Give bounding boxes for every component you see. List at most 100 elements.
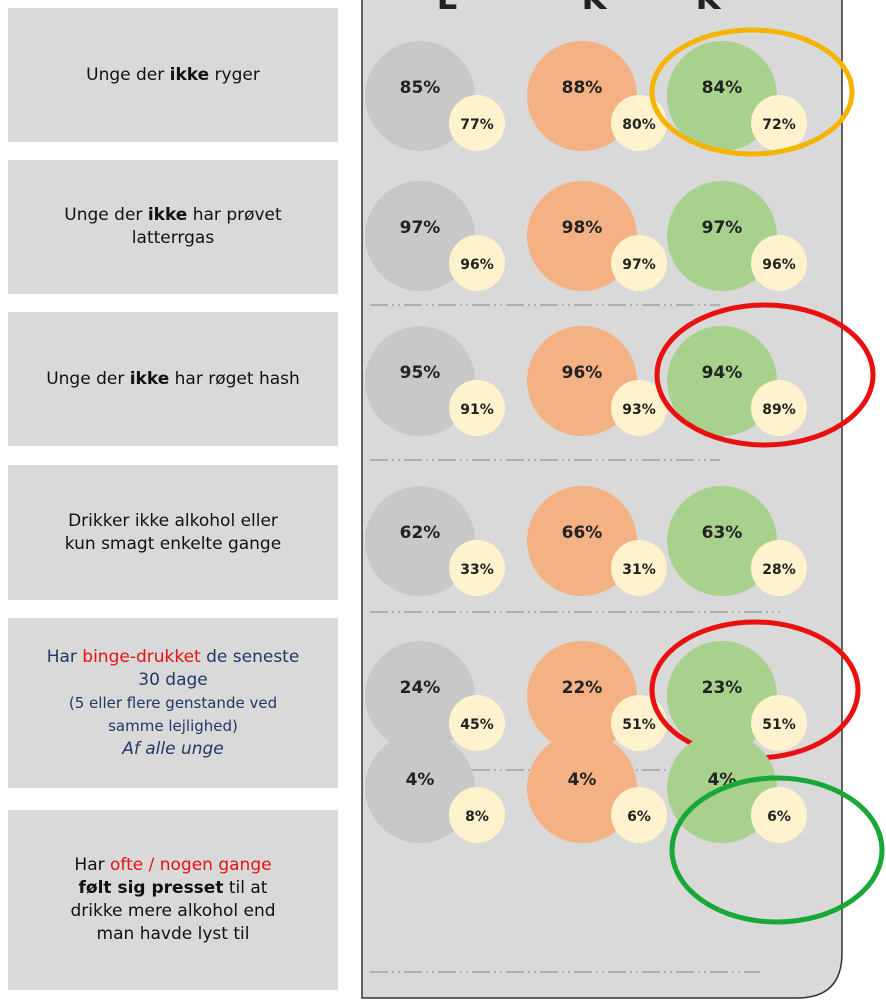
small-value: 6%: [767, 809, 791, 825]
label-line: man havde lyst til: [97, 923, 250, 946]
row-label: Unge der ikke ryger: [8, 8, 338, 142]
label-line: Har ofte / nogen gange: [74, 854, 271, 877]
big-value: 66%: [562, 523, 603, 543]
small-value: 8%: [465, 809, 489, 825]
small-circle: [611, 540, 667, 596]
small-circle: [449, 95, 505, 151]
small-circle: [449, 235, 505, 291]
row-label: Har binge-drukket de seneste 30 dage (5 el…: [8, 618, 338, 788]
label-line: følt sig presset til at: [79, 877, 268, 900]
label-text: Af alle unge: [122, 738, 224, 759]
highlight-ring: [669, 775, 885, 925]
small-circle: [611, 235, 667, 291]
small-circle: [751, 95, 807, 151]
small-circle: [449, 540, 505, 596]
label-line: Drikker ikke alkohol eller: [68, 510, 278, 533]
small-circle: [751, 235, 807, 291]
big-circle: [527, 486, 637, 596]
small-circle: [751, 540, 807, 596]
big-circle: [667, 326, 777, 436]
highlight-ring: [649, 27, 855, 157]
row-label: Drikker ikke alkohol eller kun smagt enke…: [8, 465, 338, 600]
label-line: Unge der ikke har røget hash: [46, 368, 300, 391]
label-text: Har: [74, 855, 110, 875]
label-text: kun smagt enkelte gange: [64, 533, 282, 554]
label-text: Unge der: [46, 368, 130, 389]
big-value: 98%: [562, 218, 603, 238]
label-line: drikke mere alkohol end: [70, 900, 275, 923]
big-value: 62%: [400, 523, 441, 543]
label-text: Unge der: [86, 64, 170, 85]
big-circle: [527, 181, 637, 291]
big-value: 97%: [702, 218, 743, 238]
big-circle: [667, 641, 777, 751]
small-value: 6%: [627, 809, 651, 825]
small-value: 51%: [622, 717, 656, 733]
small-value: 77%: [460, 117, 494, 133]
label-line: samme lejlighed): [108, 715, 238, 738]
label-line: Unge der ikke har prøvet: [64, 204, 281, 227]
label-text: til at: [223, 878, 268, 898]
small-value: 33%: [460, 562, 494, 578]
label-text: Unge der: [64, 205, 148, 225]
highlight-ring: [654, 302, 876, 448]
row-label: Unge der ikke har røget hash: [8, 312, 338, 446]
small-circle: [611, 695, 667, 751]
big-value: 96%: [562, 363, 603, 383]
big-value: 94%: [702, 363, 743, 383]
big-circle: [527, 326, 637, 436]
small-value: 91%: [460, 402, 494, 418]
big-value: 22%: [562, 678, 603, 698]
big-value: 23%: [702, 678, 743, 698]
label-line: (5 eller flere genstande ved: [69, 692, 277, 715]
label-line: 30 dage: [138, 669, 208, 692]
label-text: 30 dage: [138, 669, 208, 690]
small-circle: [449, 380, 505, 436]
small-value: 96%: [460, 257, 494, 273]
column-header: L: [437, 0, 457, 17]
label-line: Har binge-drukket de seneste: [47, 646, 300, 669]
label-text: latterrgas: [131, 228, 215, 248]
small-circle: [751, 695, 807, 751]
label-text: man havde lyst til: [96, 924, 250, 944]
small-value: 28%: [762, 562, 796, 578]
small-value: 72%: [762, 117, 796, 133]
row-label: Unge der ikke har prøvet latterrgas: [8, 160, 338, 294]
big-value: 4%: [406, 770, 435, 790]
label-text: ryger: [209, 64, 260, 85]
small-circle: [751, 787, 807, 843]
small-value: 80%: [622, 117, 656, 133]
big-circle: [527, 41, 637, 151]
label-text: ikke: [129, 368, 170, 389]
small-value: 89%: [762, 402, 796, 418]
small-circle: [611, 95, 667, 151]
big-circle: [527, 641, 637, 751]
label-text: Har: [46, 646, 83, 667]
label-line: Unge der ikke ryger: [86, 64, 260, 87]
big-circle: [365, 641, 475, 751]
label-text: følt sig presset: [78, 878, 224, 898]
big-value: 97%: [400, 218, 441, 238]
small-value: 51%: [762, 717, 796, 733]
small-value: 45%: [460, 717, 494, 733]
label-text: har røget hash: [169, 368, 300, 389]
label-text: (5 eller flere genstande ved: [68, 693, 278, 712]
label-line: latterrgas: [132, 227, 214, 250]
big-value: 63%: [702, 523, 743, 543]
row-label: Har ofte / nogen gange følt sig presset t…: [8, 810, 338, 990]
small-circle: [611, 787, 667, 843]
small-circle: [611, 380, 667, 436]
small-circle: [449, 695, 505, 751]
label-text: de seneste: [200, 646, 300, 667]
label-text: Drikker ikke alkohol eller: [68, 510, 278, 531]
label-line: kun smagt enkelte gange: [65, 533, 281, 556]
label-text: ikke: [147, 205, 188, 225]
big-circle: [527, 733, 637, 843]
label-text: binge-drukket: [82, 646, 201, 667]
big-circle: [365, 181, 475, 291]
small-value: 97%: [622, 257, 656, 273]
big-value: 88%: [562, 78, 603, 98]
big-circle: [365, 733, 475, 843]
